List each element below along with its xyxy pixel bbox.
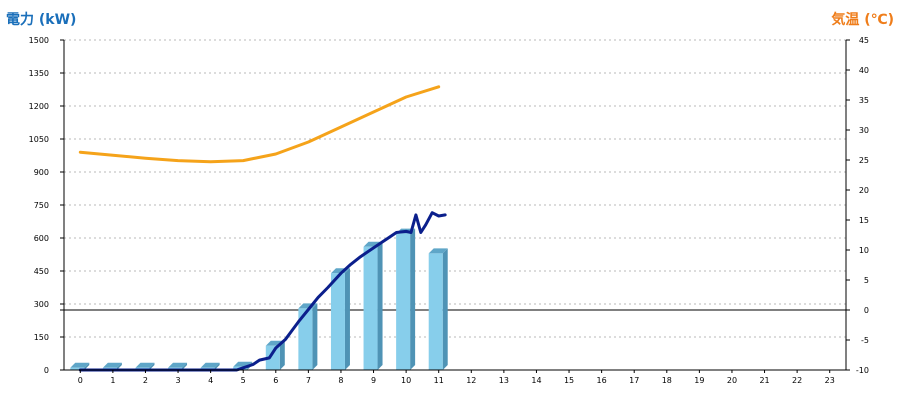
bar-side: [279, 340, 285, 370]
left-tick-label: 450: [34, 267, 49, 276]
bar: [330, 268, 350, 370]
bar-side: [410, 228, 416, 370]
axes: [60, 39, 850, 373]
x-tick-label: 5: [241, 376, 246, 385]
left-tick-label: 300: [34, 300, 49, 309]
bar: [265, 340, 285, 370]
right-tick-label: 25: [859, 156, 869, 165]
bar-side: [344, 268, 350, 370]
x-tick-label: 18: [662, 376, 672, 385]
x-tick-label: 1: [110, 376, 115, 385]
right-tick-label: -10: [856, 366, 869, 375]
left-tick-label: 1500: [29, 36, 49, 45]
right-tick-label: -5: [861, 336, 869, 345]
x-tick-label: 22: [792, 376, 802, 385]
x-tick-label: 8: [338, 376, 343, 385]
bar-side: [116, 362, 122, 370]
line-series: [78, 85, 447, 372]
x-tick-label: 12: [466, 376, 476, 385]
left-axis-title: 電力 (kW): [6, 11, 76, 28]
right-tick-label: 5: [864, 276, 869, 285]
temperature-line: [78, 85, 441, 164]
x-tick-label: 14: [531, 376, 541, 385]
left-tick-label: 0: [44, 366, 49, 375]
right-axis-title: 気温 (℃): [831, 11, 894, 28]
bar-top: [70, 362, 90, 368]
bar-side: [442, 248, 448, 370]
bar-top: [168, 362, 188, 368]
left-tick-label: 150: [34, 333, 49, 342]
x-tick-label: 13: [499, 376, 509, 385]
bar-top: [428, 248, 448, 254]
bar-side: [149, 362, 155, 370]
bar-top: [102, 362, 122, 368]
right-tick-label: 30: [859, 126, 869, 135]
bar-side: [182, 362, 188, 370]
x-tick-label: 23: [825, 376, 835, 385]
x-tick-label: 20: [727, 376, 737, 385]
right-tick-label: 40: [859, 66, 869, 75]
left-tick-label: 1350: [29, 69, 49, 78]
right-axis-ticks: -10 -5 0 5 10 15 20 25 30 35 40 45: [856, 36, 869, 375]
bar-front: [70, 367, 85, 370]
grid: [60, 39, 850, 338]
bar-side: [312, 303, 318, 370]
right-tick-label: 15: [859, 216, 869, 225]
x-tick-label: 10: [401, 376, 411, 385]
right-tick-label: 20: [859, 186, 869, 195]
x-tick-label: 19: [694, 376, 704, 385]
x-tick-label: 4: [208, 376, 213, 385]
left-axis-ticks: 0 150 300 450 600 750 900 1050 1200 1350 1500: [29, 36, 49, 375]
power-line: [78, 211, 447, 372]
left-tick-label: 600: [34, 234, 49, 243]
x-tick-label: 3: [175, 376, 180, 385]
x-tick-label: 0: [78, 376, 83, 385]
x-tick-label: 11: [434, 376, 444, 385]
right-tick-label: 45: [859, 36, 869, 45]
x-axis-ticks: 0 1 2 3 4 5 6 7 8 9 10 11 12 13 14 15 16 17 18 19 20 21 22 23: [78, 376, 835, 385]
right-tick-label: 10: [859, 246, 869, 255]
bar-front: [428, 253, 443, 370]
left-tick-label: 1200: [29, 102, 49, 111]
bar: [363, 241, 383, 370]
bar-side: [377, 241, 383, 370]
bar-side: [214, 362, 220, 370]
right-tick-label: 0: [864, 306, 869, 315]
bar-side: [84, 362, 90, 370]
x-tick-label: 21: [759, 376, 769, 385]
left-tick-label: 900: [34, 168, 49, 177]
bar-front: [396, 233, 411, 370]
bar-front: [298, 308, 313, 370]
bar-front: [265, 345, 280, 370]
bar-series: [70, 228, 448, 370]
bar-top: [200, 362, 220, 368]
bar: [70, 362, 90, 370]
x-tick-label: 7: [306, 376, 311, 385]
bar-top: [135, 362, 155, 368]
bar-front: [363, 246, 378, 370]
right-tick-label: 35: [859, 96, 869, 105]
x-tick-label: 2: [143, 376, 148, 385]
left-tick-label: 1050: [29, 135, 49, 144]
bar: [298, 303, 318, 370]
x-tick-label: 9: [371, 376, 376, 385]
x-tick-label: 6: [273, 376, 278, 385]
left-tick-label: 750: [34, 201, 49, 210]
x-tick-label: 17: [629, 376, 639, 385]
bar: [396, 228, 416, 370]
x-tick-label: 15: [564, 376, 574, 385]
bar-front: [330, 273, 345, 370]
bar: [428, 248, 448, 370]
x-tick-label: 16: [597, 376, 607, 385]
